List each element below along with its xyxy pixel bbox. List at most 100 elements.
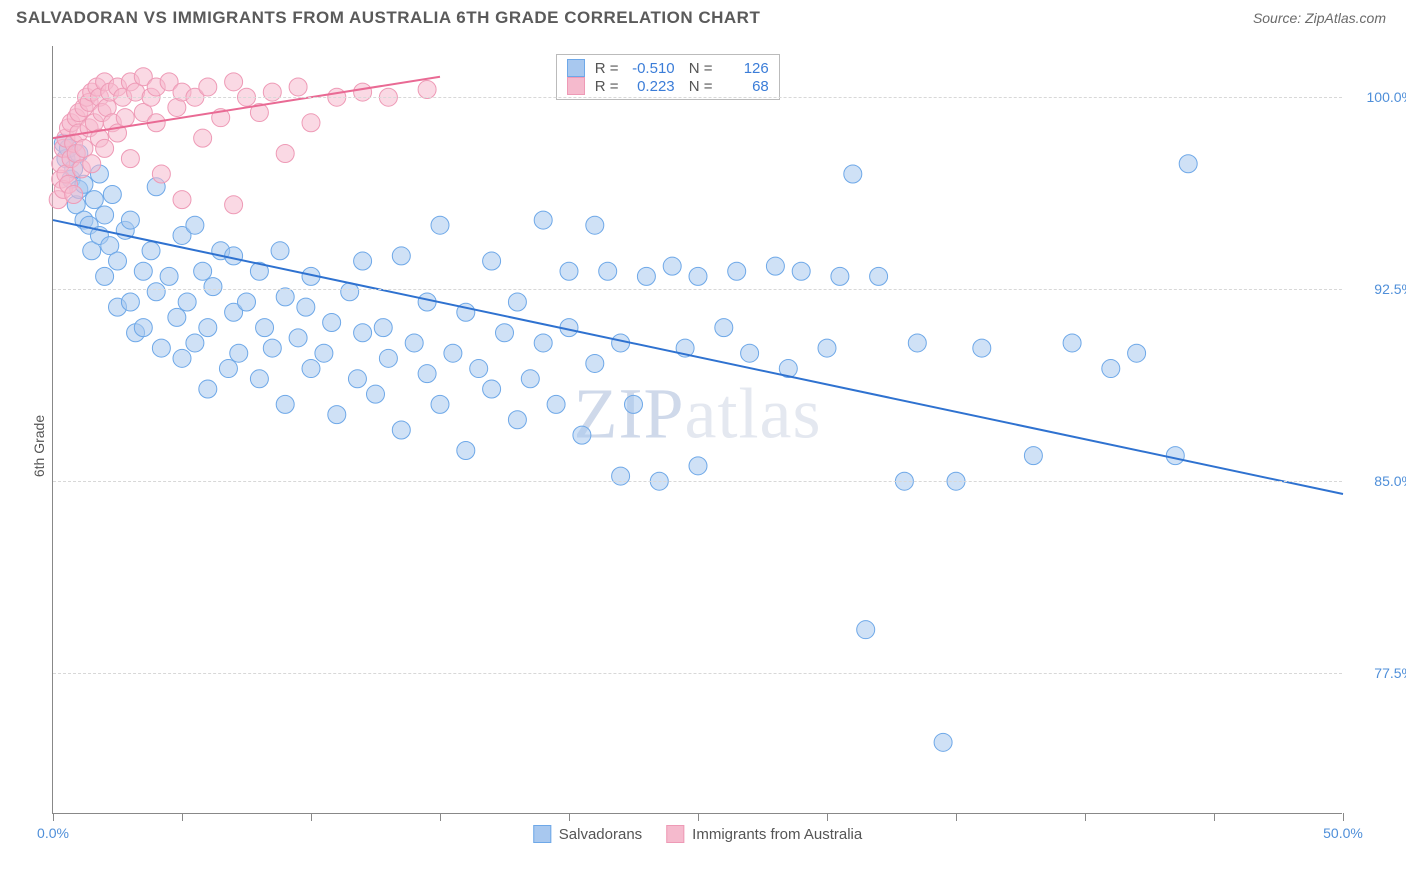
x-tick	[569, 813, 570, 821]
y-tick-label: 77.5%	[1350, 665, 1406, 681]
legend-swatch-2	[567, 77, 585, 95]
n-value-1: 126	[717, 60, 769, 77]
x-tick	[440, 813, 441, 821]
data-point	[152, 165, 170, 183]
legend-row-series-1: R = -0.510 N = 126	[567, 59, 769, 77]
data-point	[508, 411, 526, 429]
data-point	[521, 370, 539, 388]
data-point	[96, 139, 114, 157]
x-tick	[182, 813, 183, 821]
data-point	[225, 247, 243, 265]
data-point	[85, 191, 103, 209]
data-point	[354, 83, 372, 101]
data-point	[194, 129, 212, 147]
x-tick	[956, 813, 957, 821]
data-point	[374, 319, 392, 337]
data-point	[323, 313, 341, 331]
legend-bottom-swatch-1	[533, 825, 551, 843]
data-point	[367, 385, 385, 403]
data-point	[297, 298, 315, 316]
data-point	[354, 252, 372, 270]
data-point	[418, 365, 436, 383]
data-point	[121, 211, 139, 229]
x-tick	[698, 813, 699, 821]
gridline-h	[53, 673, 1342, 674]
data-point	[392, 421, 410, 439]
data-point	[289, 329, 307, 347]
legend-label-1: Salvadorans	[559, 826, 642, 843]
chart-plot-area: ZIPatlas R = -0.510 N = 126 R = 0.223 N …	[52, 46, 1342, 814]
data-point	[103, 185, 121, 203]
data-point	[405, 334, 423, 352]
data-point	[315, 344, 333, 362]
y-tick-label: 100.0%	[1350, 89, 1406, 105]
data-point	[1024, 447, 1042, 465]
data-point	[470, 360, 488, 378]
gridline-h	[53, 481, 1342, 482]
data-point	[225, 73, 243, 91]
data-point	[238, 293, 256, 311]
data-point	[250, 370, 268, 388]
legend-label-2: Immigrants from Australia	[692, 826, 862, 843]
data-point	[496, 324, 514, 342]
data-point	[637, 267, 655, 285]
x-tick	[827, 813, 828, 821]
data-point	[173, 191, 191, 209]
data-point	[766, 257, 784, 275]
data-point	[302, 360, 320, 378]
data-point	[348, 370, 366, 388]
data-point	[508, 293, 526, 311]
data-point	[573, 426, 591, 444]
data-point	[199, 319, 217, 337]
data-point	[560, 262, 578, 280]
source-label: Source: ZipAtlas.com	[1253, 10, 1386, 26]
data-point	[194, 262, 212, 280]
data-point	[1179, 155, 1197, 173]
data-point	[225, 196, 243, 214]
r-value-1: -0.510	[623, 60, 675, 77]
data-point	[457, 441, 475, 459]
data-point	[302, 114, 320, 132]
data-point	[728, 262, 746, 280]
data-point	[1063, 334, 1081, 352]
data-point	[1128, 344, 1146, 362]
data-point	[173, 349, 191, 367]
data-point	[116, 109, 134, 127]
data-point	[271, 242, 289, 260]
data-point	[612, 467, 630, 485]
data-point	[534, 211, 552, 229]
data-point	[973, 339, 991, 357]
data-point	[844, 165, 862, 183]
data-point	[715, 319, 733, 337]
data-point	[160, 267, 178, 285]
data-point	[204, 278, 222, 296]
data-point	[625, 395, 643, 413]
data-point	[599, 262, 617, 280]
data-point	[121, 150, 139, 168]
legend-item-1: Salvadorans	[533, 825, 642, 843]
data-point	[1102, 360, 1120, 378]
data-point	[689, 457, 707, 475]
data-point	[792, 262, 810, 280]
n-value-2: 68	[717, 78, 769, 95]
data-point	[121, 293, 139, 311]
data-point	[96, 206, 114, 224]
x-tick	[311, 813, 312, 821]
data-point	[147, 283, 165, 301]
data-point	[483, 380, 501, 398]
data-point	[586, 216, 604, 234]
data-point	[1166, 447, 1184, 465]
data-point	[483, 252, 501, 270]
data-point	[276, 395, 294, 413]
gridline-h	[53, 97, 1342, 98]
data-point	[534, 334, 552, 352]
correlation-legend: R = -0.510 N = 126 R = 0.223 N = 68	[556, 54, 780, 100]
data-point	[263, 339, 281, 357]
data-point	[65, 185, 83, 203]
data-point	[168, 308, 186, 326]
data-point	[908, 334, 926, 352]
data-point	[134, 262, 152, 280]
data-point	[431, 216, 449, 234]
data-point	[134, 319, 152, 337]
data-point	[276, 288, 294, 306]
